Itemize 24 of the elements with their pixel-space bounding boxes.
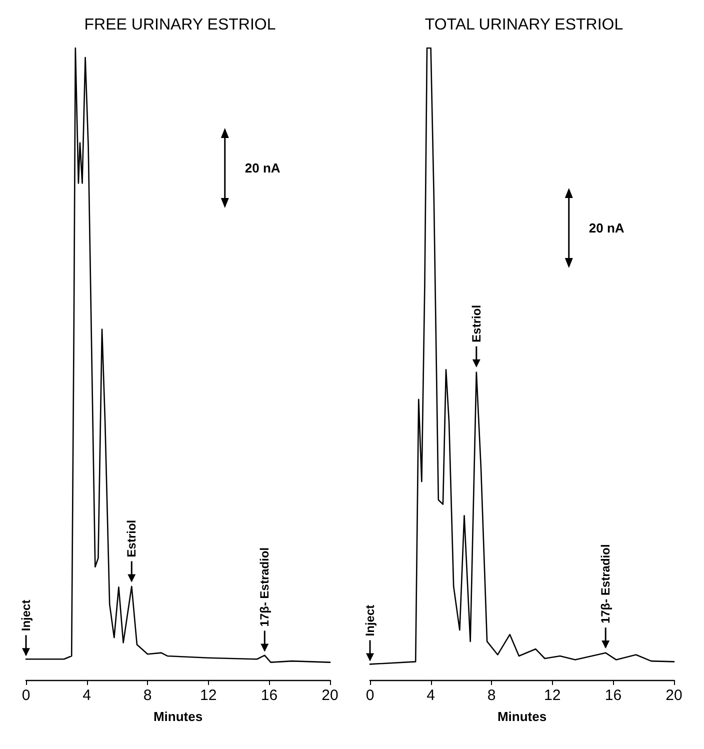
x-tick-label: 8 <box>143 687 152 704</box>
annotation: 20 nA <box>588 220 625 236</box>
annotation: 20 nA <box>244 160 281 176</box>
x-tick-label: 0 <box>22 687 30 704</box>
chart-title: TOTAL URINARY ESTRIOL <box>424 16 624 34</box>
x-axis-title: Minutes <box>153 709 203 724</box>
x-tick-label: 4 <box>82 687 91 704</box>
x-tick-label: 0 <box>366 687 374 704</box>
x-axis-title: Minutes <box>497 709 547 724</box>
annotation: Inject <box>19 600 33 632</box>
x-tick-label: 12 <box>200 687 217 704</box>
annotation: Estriol <box>469 304 484 342</box>
x-tick-label: 20 <box>666 687 682 704</box>
x-tick-label: 12 <box>544 687 561 704</box>
x-tick-label: 16 <box>260 687 278 704</box>
x-tick-label: 16 <box>604 687 622 704</box>
x-tick-label: 8 <box>487 687 496 704</box>
x-tick-label: 20 <box>322 687 338 704</box>
annotation: Estriol <box>124 520 139 558</box>
annotation: 17β- Estradiol <box>598 544 613 624</box>
annotation: Inject <box>363 604 377 636</box>
annotation: 17β- Estradiol <box>258 547 272 627</box>
x-tick-label: 4 <box>426 687 435 704</box>
chart-title: FREE URINARY ESTRIOL <box>84 16 276 34</box>
